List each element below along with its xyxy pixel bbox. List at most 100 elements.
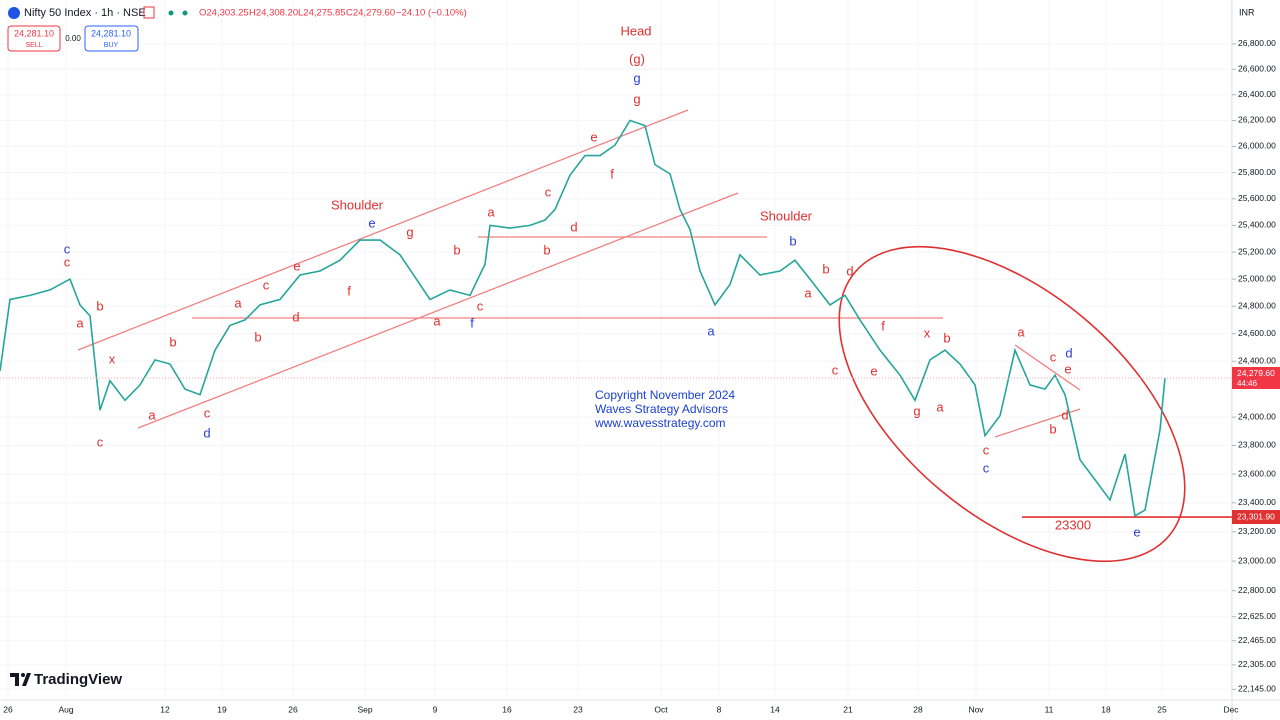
channel-lower [137,192,739,429]
wave-label: x [109,351,116,366]
wave-label: e [590,129,597,144]
x-tick-label: 23 [573,704,583,714]
x-tick-label: 25 [1157,704,1167,714]
symbol-icon [8,7,20,19]
wave-label: (g) [629,51,645,66]
wave-label: d [846,263,853,278]
wave-label: f [470,315,474,330]
ohlc-close: C24,279.60 [346,8,395,19]
wave-label: c [983,460,990,475]
wave-label: d [1065,345,1072,360]
y-tick-label: 24,800.00 [1238,301,1276,311]
wave-label: a [804,285,812,300]
wave-label: e [1064,361,1071,376]
x-tick-label: Nov [968,704,984,714]
status-dot [182,10,188,16]
x-tick-label: Sep [357,704,372,714]
triangle-upper [1014,344,1081,391]
y-tick-label: 24,600.00 [1238,328,1276,338]
wave-label: c [64,254,71,269]
wave-label: c [832,362,839,377]
y-tick-label: 23,000.00 [1238,555,1276,565]
wave-label: Shoulder [760,208,813,223]
sell-price[interactable]: 24,281.10 [14,28,54,38]
x-tick-label: 28 [913,704,923,714]
buy-button[interactable] [84,25,139,52]
y-tick-label: 22,305.00 [1238,659,1276,669]
y-tick-label: 26,000.00 [1238,141,1276,151]
wave-label: f [347,283,351,298]
wave-label: c [204,405,211,420]
x-tick-label: 18 [1101,704,1111,714]
y-tick-label: 22,800.00 [1238,585,1276,595]
wave-label: x [924,325,931,340]
y-tick-label: 22,465.00 [1238,635,1276,645]
y-tick-label: 22,145.00 [1238,684,1276,694]
countdown: 44:46 [1237,379,1258,388]
y-tick-label: 24,400.00 [1238,356,1276,366]
logo-mark [10,673,31,686]
wave-label: b [254,329,261,344]
flag-icon [143,6,155,19]
y-tick-label: 26,400.00 [1238,89,1276,99]
wave-label: e [293,258,300,273]
logo-text: TradingView [34,671,122,688]
wave-label: d [570,219,577,234]
logo-mark [21,673,25,677]
wave-label: b [943,330,950,345]
wave-label: d [292,309,299,324]
channel-upper [77,109,689,351]
ellipse [838,245,1186,563]
wave-label: b [822,261,829,276]
x-tick-label: 26 [288,704,298,714]
wave-label: e [1133,524,1140,539]
wave-label: Head [620,23,651,38]
x-tick-label: 26 [3,704,13,714]
y-tick-label: 26,200.00 [1238,115,1276,125]
wave-label: d [1061,407,1068,422]
y-tick-label: 24,000.00 [1238,411,1276,421]
x-tick-label: 21 [843,704,853,714]
x-tick-label: 9 [433,704,438,714]
y-tick-label: 26,600.00 [1238,63,1276,73]
wave-label: a [433,313,441,328]
wave-label: c [97,434,104,449]
x-tick-label: 14 [770,704,780,714]
y-tick-label: 25,600.00 [1238,193,1276,203]
wave-label: a [76,315,84,330]
copyright-line: Waves Strategy Advisors [595,402,728,416]
ohlc-change: −24.10 (−0.10%) [396,8,467,19]
buy-price[interactable]: 24,281.10 [91,28,131,38]
support-label: 23,301.90 [1237,511,1275,521]
x-tick-label: 16 [502,704,512,714]
drawings [77,109,1186,563]
x-tick-label: 19 [217,704,227,714]
wave-label: 23300 [1055,517,1091,532]
wave-label: b [543,242,550,257]
wave-label: e [870,363,877,378]
x-tick-label: Aug [58,704,73,714]
wave-label: g [913,403,920,418]
spread: 0.00 [65,34,81,43]
y-tick-label: 25,000.00 [1238,273,1276,283]
y-tick-label: 25,400.00 [1238,220,1276,230]
wave-label: a [1017,324,1025,339]
triangle-lower [994,408,1081,438]
wave-label: b [789,233,796,248]
y-tick-label: 25,200.00 [1238,246,1276,256]
wave-label: a [707,323,715,338]
sell-button[interactable] [7,25,61,52]
y-tick-label: 23,200.00 [1238,526,1276,536]
sell-label[interactable]: SELL [25,42,42,49]
status-dot [168,10,174,16]
price-line [0,119,1166,518]
wave-label: c [983,442,990,457]
wave-label: b [169,334,176,349]
buy-label[interactable]: BUY [104,42,119,49]
y-tick-label: 25,800.00 [1238,167,1276,177]
wave-label: f [881,318,885,333]
wave-label: d [203,425,210,440]
